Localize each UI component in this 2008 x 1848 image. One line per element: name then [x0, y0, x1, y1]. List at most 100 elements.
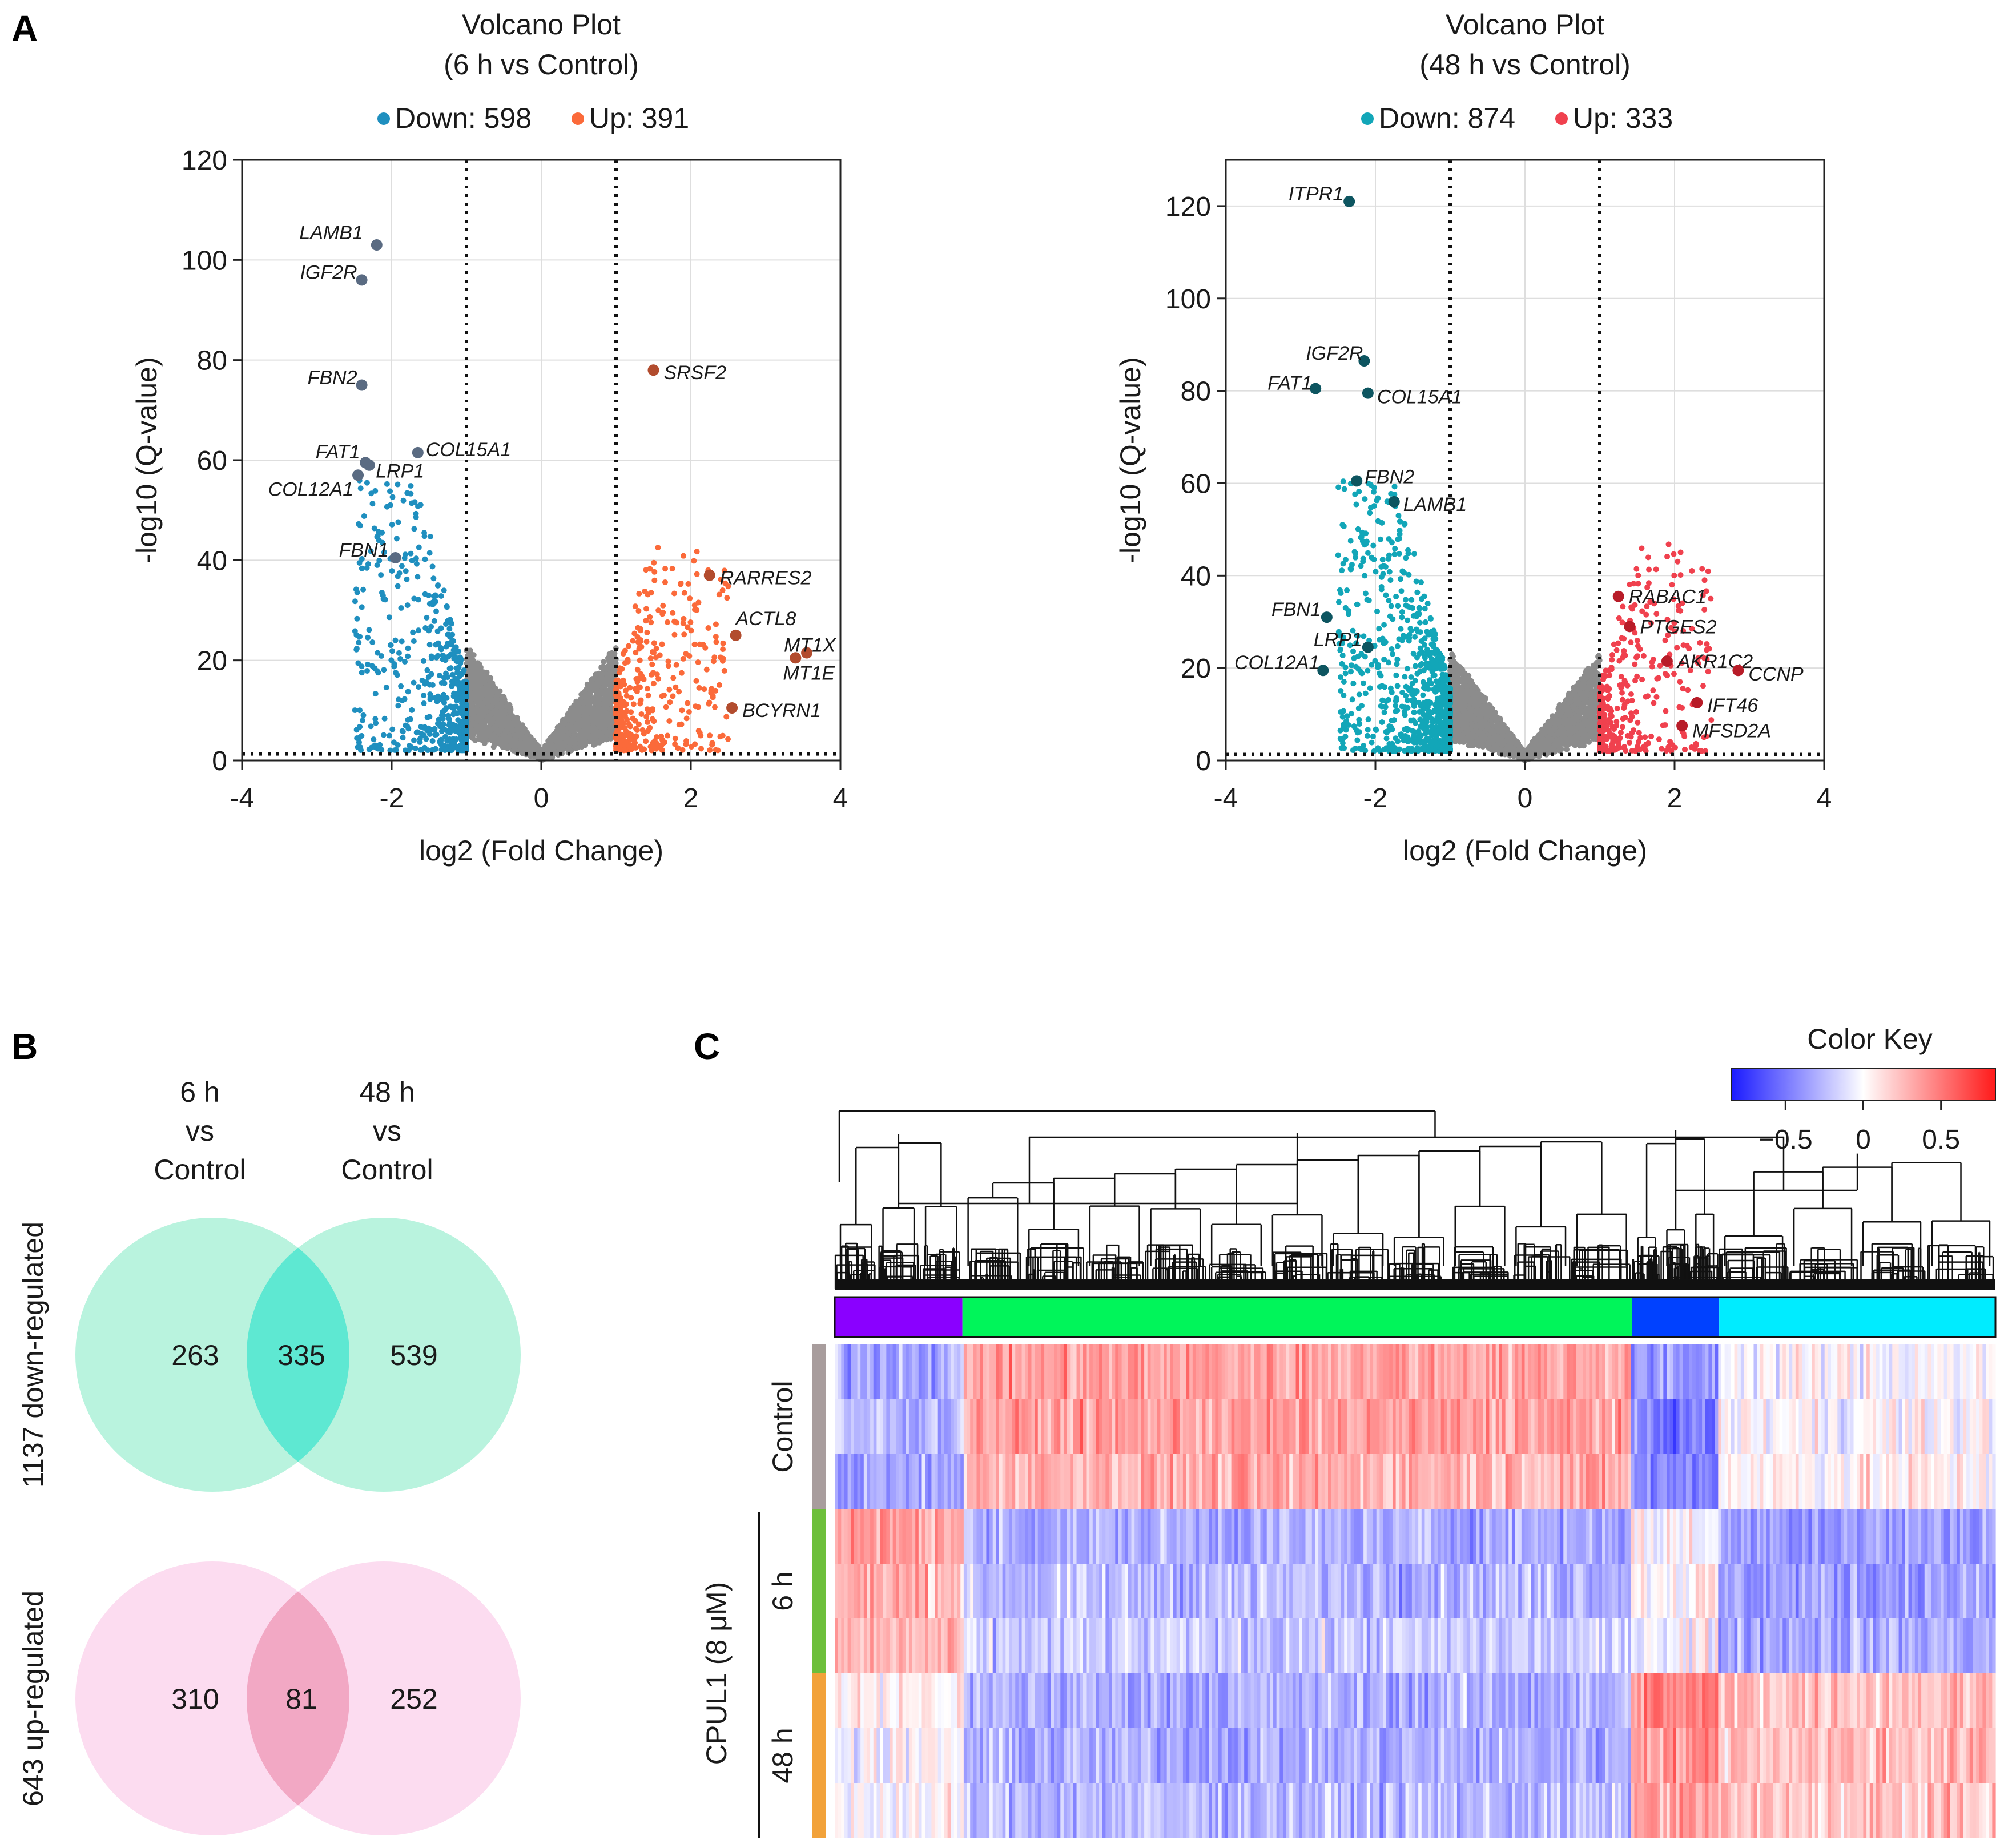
- point-ns: [482, 685, 488, 691]
- point-down: [421, 732, 427, 739]
- point-down: [422, 591, 428, 597]
- point-up: [683, 715, 690, 722]
- point-ns: [561, 735, 568, 742]
- point-down: [388, 642, 394, 648]
- point-up: [671, 631, 678, 638]
- point-up: [623, 701, 629, 707]
- point-up: [691, 602, 698, 609]
- point-up: [695, 704, 702, 710]
- point-up: [643, 618, 649, 624]
- point-up: [653, 654, 659, 661]
- point-up: [710, 693, 716, 699]
- point-down: [452, 740, 458, 746]
- gene-label-igf2r: IGF2R: [300, 261, 357, 283]
- point-ns: [596, 739, 602, 746]
- point-ns: [506, 708, 513, 714]
- point-ns: [493, 687, 499, 693]
- point-up: [651, 559, 657, 566]
- point-up: [691, 558, 697, 564]
- tick-label-x: 0: [534, 783, 549, 814]
- point-ns: [565, 716, 572, 723]
- point-down: [443, 643, 449, 650]
- point-down: [371, 525, 377, 532]
- legend-label-0: Down: 598: [395, 102, 532, 134]
- point-up: [651, 577, 658, 583]
- point-up: [637, 657, 643, 663]
- point-up: [713, 634, 719, 640]
- point-ns: [523, 743, 529, 750]
- point-ns: [581, 714, 587, 720]
- point-up: [644, 719, 650, 725]
- point-down: [387, 502, 393, 508]
- tick-label-y: 40: [197, 546, 227, 576]
- point-down: [424, 614, 430, 621]
- gene-label-lamb1: LAMB1: [299, 222, 363, 244]
- point-ns: [568, 707, 574, 714]
- point-up: [672, 735, 678, 742]
- point-up: [647, 655, 654, 662]
- point-up: [665, 619, 671, 625]
- point-ns: [552, 744, 558, 751]
- point-up: [709, 686, 715, 692]
- point-up: [694, 571, 700, 577]
- point-up: [673, 662, 679, 668]
- point-ns: [586, 739, 593, 745]
- point-up: [695, 659, 701, 665]
- tick-label-x: -4: [230, 783, 255, 814]
- point-ns: [468, 651, 474, 657]
- point-down: [431, 747, 437, 753]
- legend-marker-0: [1361, 112, 1374, 125]
- point-ns: [573, 715, 580, 721]
- point-down: [360, 717, 366, 723]
- point-up: [685, 581, 691, 587]
- point-down: [457, 742, 464, 748]
- point-down: [445, 712, 452, 719]
- point-up: [638, 711, 645, 717]
- point-down: [352, 598, 358, 605]
- legend-marker-1: [1555, 112, 1568, 125]
- point-up: [676, 689, 682, 695]
- point-down: [458, 700, 465, 707]
- point-down: [357, 485, 364, 492]
- point-down: [394, 672, 400, 678]
- point-ns: [477, 733, 484, 739]
- point-down: [452, 704, 458, 710]
- point-up: [707, 747, 713, 754]
- point-down: [364, 480, 370, 486]
- point-down: [366, 627, 372, 633]
- legend-label-1: Up: 391: [589, 102, 689, 134]
- point-down: [392, 747, 398, 753]
- point-down: [459, 711, 465, 717]
- point-ns: [479, 677, 485, 683]
- point-down: [429, 682, 436, 688]
- point-down: [405, 645, 411, 651]
- point-down: [424, 667, 430, 673]
- point-up: [643, 606, 650, 612]
- point-down: [368, 723, 374, 730]
- point-down: [378, 653, 384, 659]
- point-up: [650, 681, 657, 687]
- point-up: [647, 724, 653, 731]
- point-down: [422, 556, 428, 562]
- gene-label-col15a1: COL15A1: [426, 439, 511, 461]
- gene-point-mt1e: [790, 652, 802, 664]
- point-up: [711, 704, 718, 710]
- point-down: [427, 533, 433, 539]
- point-down: [372, 716, 379, 722]
- point-ns: [488, 718, 494, 724]
- point-ns: [471, 695, 477, 702]
- point-down: [456, 690, 462, 696]
- point-down: [372, 691, 379, 697]
- point-down: [457, 660, 464, 666]
- point-up: [648, 619, 654, 626]
- point-ns: [486, 728, 492, 734]
- chart-subtitle: (48 h vs Control): [1419, 49, 1631, 80]
- point-down: [374, 668, 380, 674]
- point-down: [415, 729, 421, 735]
- point-down: [403, 568, 409, 574]
- legend-label-0: Down: 874: [1379, 102, 1515, 134]
- point-down: [396, 696, 402, 703]
- point-down: [408, 550, 414, 557]
- point-down: [415, 627, 421, 634]
